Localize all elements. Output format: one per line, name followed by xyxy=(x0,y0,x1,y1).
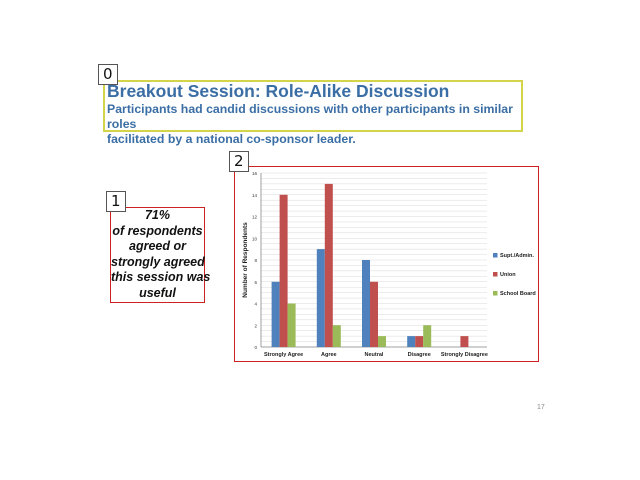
region-label-0: 0 xyxy=(98,64,118,85)
bar-school-board xyxy=(378,336,386,347)
bar-union xyxy=(324,183,333,347)
y-tick-label: 16 xyxy=(252,171,258,176)
stat-line: 71% xyxy=(144,208,171,222)
page-number: 17 xyxy=(537,404,545,411)
bar-union xyxy=(460,336,469,347)
legend-label: Union xyxy=(500,272,516,278)
legend-swatch xyxy=(493,291,498,296)
chart-box: 0 2 4 6 8 10 12 14 16 Number of Respondents Strong… xyxy=(234,166,539,362)
bar-school-board xyxy=(423,325,432,347)
bar-union xyxy=(279,194,288,347)
stat-line: useful xyxy=(139,285,176,300)
region-label-2: 2 xyxy=(229,151,249,172)
y-tick-label: 12 xyxy=(252,215,258,220)
y-tick-label: 2 xyxy=(254,323,257,328)
stat-line: of respondents xyxy=(112,223,203,238)
y-axis-label: Number of Respondents xyxy=(242,222,249,298)
bar-union xyxy=(415,336,424,347)
stat-line: agreed or xyxy=(129,239,186,253)
stat-callout: 71% of respondents agreed or strongly ag… xyxy=(110,207,211,303)
slide-title: Breakout Session: Role-Alike Discussion xyxy=(107,81,450,101)
x-tick-label: Strongly Disagree xyxy=(441,352,488,358)
subtitle-line-1: Participants had candid discussions with… xyxy=(107,102,513,131)
bar-chart: 0 2 4 6 8 10 12 14 16 Number of Respondents Strong… xyxy=(242,171,536,358)
slide-subtitle: Participants had candid discussions with… xyxy=(107,102,519,147)
bar-supt-admin xyxy=(362,260,370,347)
title-box: Breakout Session: Role-Alike Discussion … xyxy=(103,80,523,146)
y-tick-label: 4 xyxy=(254,302,257,307)
bar-school-board xyxy=(332,325,341,347)
legend-label: School Board xyxy=(500,291,536,297)
bar-school-board xyxy=(287,303,296,347)
x-tick-label: Strongly Agree xyxy=(264,352,303,358)
legend-swatch xyxy=(493,253,498,258)
bar-union xyxy=(370,281,378,347)
bar-supt-admin xyxy=(316,249,325,347)
bar-supt-admin xyxy=(271,281,280,347)
stat-line: this session was xyxy=(111,270,211,284)
x-tick-label: Disagree xyxy=(408,352,431,358)
legend-label: Supt./Admin. xyxy=(500,253,534,259)
y-tick-label: 10 xyxy=(252,236,258,241)
x-tick-label: Agree xyxy=(321,352,337,358)
y-tick-label: 14 xyxy=(252,193,258,198)
legend-swatch xyxy=(493,272,498,277)
y-tick-label: 8 xyxy=(254,258,257,263)
bar-supt-admin xyxy=(407,336,416,347)
stat-line: strongly agreed xyxy=(111,254,205,269)
x-tick-label: Neutral xyxy=(365,352,384,358)
subtitle-line-2: facilitated by a national co-sponsor lea… xyxy=(107,132,356,146)
y-tick-label: 6 xyxy=(254,280,257,285)
y-tick-label: 0 xyxy=(254,345,257,350)
region-label-1: 1 xyxy=(106,191,126,212)
